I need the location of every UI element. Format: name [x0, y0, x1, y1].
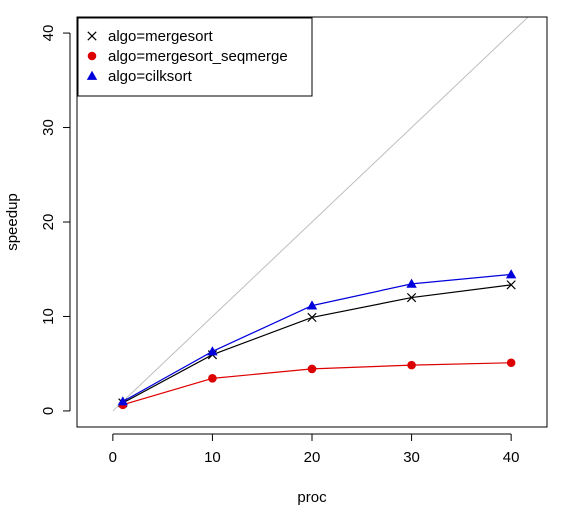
plot-area — [112, 17, 529, 412]
plot-frame — [76, 16, 548, 428]
legend-box — [77, 17, 313, 97]
x-tick-label: 20 — [304, 449, 321, 466]
y-tick-label: 0 — [40, 407, 57, 415]
legend: algo=mergesort algo=mergesort_seqmergealg… — [77, 17, 313, 97]
y-tick-label: 20 — [40, 214, 57, 231]
x-tick-label: 30 — [403, 449, 420, 466]
data-point — [117, 396, 129, 406]
legend-marker — [87, 51, 97, 61]
x-tick-label: 0 — [109, 449, 117, 466]
reference-diagonal-line — [112, 17, 529, 412]
y-axis-label: speedup — [4, 193, 21, 251]
data-point — [505, 269, 517, 279]
legend-marker — [87, 31, 97, 41]
series-line — [122, 284, 512, 404]
axes: 0 10 20 30 40 0 10 20 30 40 — [40, 16, 548, 466]
legend-label: algo=mergesort_seqmerge — [108, 48, 288, 65]
legend-label: algo=cilksort — [108, 68, 193, 85]
data-point — [506, 280, 516, 290]
legend-item: algo=mergesort_seqmerge — [87, 48, 288, 65]
x-axis-label: proc — [297, 489, 327, 506]
series-line — [122, 273, 512, 403]
data-point — [506, 358, 516, 368]
legend-item: algo=mergesort — [87, 28, 213, 45]
data-point — [307, 312, 317, 323]
legend-item: algo=cilksort — [86, 68, 193, 85]
legend-marker — [86, 70, 98, 80]
data-point — [208, 374, 217, 383]
series-algo-mergesort-seqmerge — [118, 358, 516, 410]
y-tick-label: 10 — [40, 308, 57, 325]
data-point — [407, 360, 416, 370]
data-point — [406, 292, 417, 303]
data-point — [306, 300, 318, 310]
data-point — [207, 346, 218, 356]
legend-label: algo=mergesort — [108, 28, 213, 45]
data-point — [307, 364, 317, 374]
x-tick-label: 10 — [204, 449, 221, 466]
y-tick-label: 30 — [40, 119, 57, 136]
data-point — [406, 278, 417, 288]
x-tick-label: 40 — [503, 449, 520, 466]
series-algo-cilksort — [117, 269, 517, 406]
y-tick-label: 40 — [40, 25, 57, 42]
